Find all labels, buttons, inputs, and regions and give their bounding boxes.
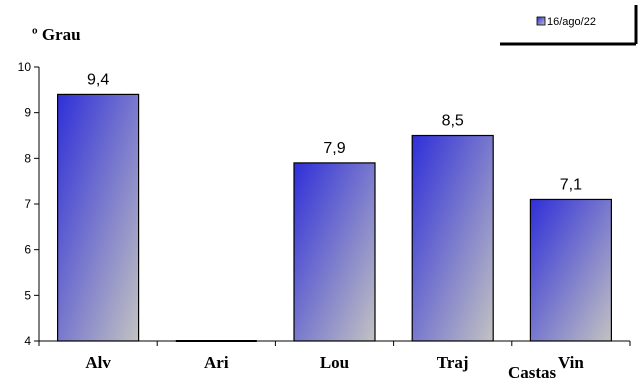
bar-vin: [529, 198, 613, 342]
data-label-lou: 7,9: [323, 140, 345, 157]
category-label-vin: Vin: [558, 353, 584, 372]
x-axis: Alv Ari Lou Traj Vin: [38, 340, 631, 372]
y-tick-label: 7: [24, 197, 31, 211]
legend-label: 16/ago/22: [547, 16, 596, 28]
data-label-alv: 9,4: [87, 71, 109, 88]
y-tick-label: 8: [24, 151, 31, 165]
x-axis-label: Castas: [508, 363, 557, 381]
y-tick-label: 10: [18, 60, 32, 74]
data-label-vin: 7,1: [560, 176, 582, 193]
category-label-alv: Alv: [85, 353, 111, 372]
data-label-traj: 8,5: [442, 113, 464, 130]
legend: 16/ago/22: [500, 5, 638, 46]
legend-swatch: [536, 16, 546, 26]
category-label-traj: Traj: [437, 353, 469, 372]
bar-alv: [56, 93, 140, 342]
y-tick-label: 5: [24, 288, 31, 302]
category-label-ari: Ari: [204, 353, 229, 372]
bar-traj: [411, 134, 494, 342]
y-axis-label: º Grau: [32, 25, 81, 44]
y-tick-label: 9: [24, 106, 31, 120]
category-label-lou: Lou: [320, 353, 349, 372]
y-axis: 4 5 6 7 8 9 10: [18, 60, 40, 348]
y-tick-label: 4: [24, 334, 31, 348]
y-tick-label: 6: [24, 243, 31, 257]
bar-lou: [293, 162, 376, 342]
bars: 9,4 7,9 8,5 7,1: [56, 71, 613, 342]
